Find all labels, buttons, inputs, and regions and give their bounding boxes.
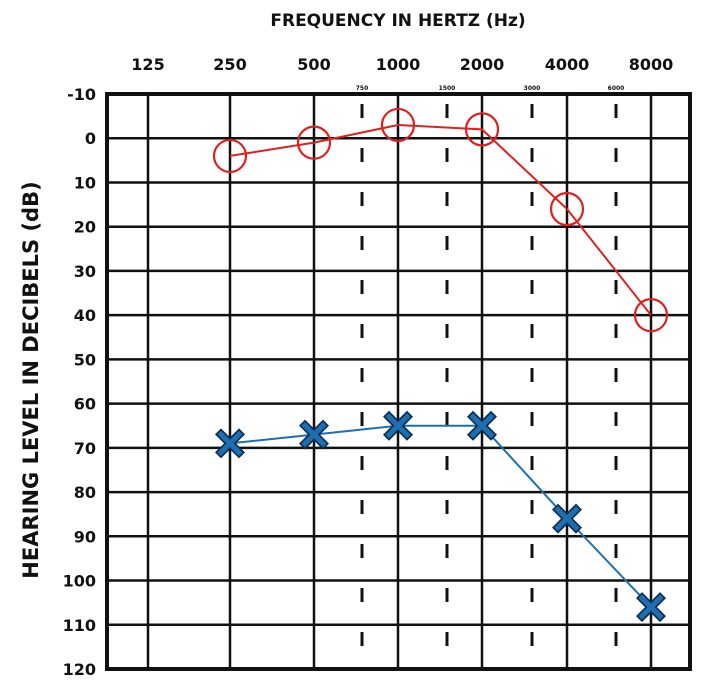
x-tick-label: 125 xyxy=(131,55,164,74)
y-tick-label: 120 xyxy=(63,660,96,679)
x-tick-labels: 125 250 500 1000 2000 4000 8000 xyxy=(131,55,673,74)
data-point-cross xyxy=(214,428,246,459)
x-tick-label: 4000 xyxy=(545,55,590,74)
y-tick-label: 0 xyxy=(85,129,96,148)
y-tick-label: 100 xyxy=(63,572,96,591)
data-point-circle xyxy=(549,191,585,227)
y-tick-label: 70 xyxy=(74,439,96,458)
mid-tick-label: 750 xyxy=(356,85,369,92)
series-cross xyxy=(214,410,667,623)
x-tick-label: 500 xyxy=(297,55,330,74)
y-tick-label: 20 xyxy=(74,218,96,237)
series-line xyxy=(229,123,652,316)
y-tick-labels: -10 0 10 20 30 40 50 60 70 80 90 100 110 120 xyxy=(63,85,96,679)
mid-octave-lines xyxy=(360,104,618,669)
y-tick-label: 10 xyxy=(74,173,96,192)
series-line xyxy=(229,424,652,608)
y-tick-label: 60 xyxy=(74,395,96,414)
data-point-circle xyxy=(633,298,669,333)
y-tick-label: 30 xyxy=(74,262,96,281)
data-point-circle xyxy=(212,138,248,174)
y-tick-label: 40 xyxy=(74,306,96,325)
data-point-circle xyxy=(296,125,332,160)
y-tick-label: 90 xyxy=(74,527,96,546)
y-tick-label: 80 xyxy=(74,483,96,502)
y-tick-label: 50 xyxy=(74,350,96,369)
data-point-cross xyxy=(466,410,498,441)
chart-title: FREQUENCY IN HERTZ (Hz) xyxy=(270,11,525,31)
data-point-cross xyxy=(551,503,583,534)
data-point-cross xyxy=(635,592,667,623)
data-point-cross xyxy=(298,419,330,450)
series-circle xyxy=(212,107,669,333)
mid-tick-label: 3000 xyxy=(524,85,541,92)
y-axis-label: HEARING LEVEL IN DECIBELS (dB) xyxy=(19,181,43,578)
x-tick-label: 1000 xyxy=(376,55,421,74)
y-tick-label: 110 xyxy=(63,616,96,635)
x-tick-label: 8000 xyxy=(629,55,674,74)
x-tick-label: 2000 xyxy=(460,55,505,74)
x-tick-label: 250 xyxy=(213,55,246,74)
mid-tick-label: 1500 xyxy=(439,85,456,92)
y-tick-label: -10 xyxy=(67,85,96,104)
data-point-circle xyxy=(464,112,500,147)
data-point-circle xyxy=(380,107,416,143)
chart-grid xyxy=(105,92,692,671)
data-point-cross xyxy=(382,410,414,441)
mid-tick-label: 6000 xyxy=(608,85,625,92)
mid-tick-labels: 750 1500 3000 6000 xyxy=(356,85,625,92)
data-series xyxy=(212,107,669,623)
